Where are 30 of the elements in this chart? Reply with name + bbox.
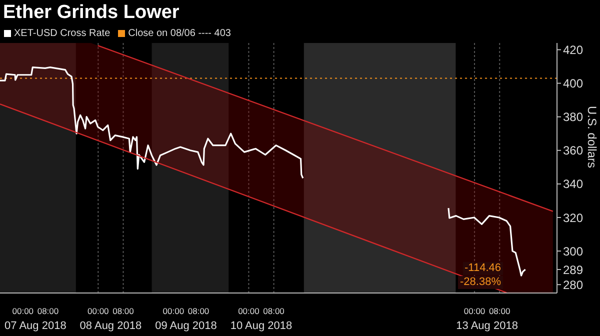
y-tick-label: 360 — [563, 144, 584, 158]
y-tick-label: 300 — [563, 244, 584, 258]
y-tick-label: 289 — [563, 262, 584, 277]
legend-label: Close on 08/06 ---- 403 — [127, 28, 231, 39]
x2-tick-label: 08 Aug 2018 — [80, 320, 142, 332]
x2-tick-label: 10 Aug 2018 — [230, 320, 292, 332]
x-tick-label: 00:00 — [12, 306, 34, 316]
x-tick-label: 00:00 — [238, 306, 260, 316]
x2-tick-label: 07 Aug 2018 — [4, 320, 66, 332]
x-tick-label: 00:00 — [162, 306, 184, 316]
y-tick-label: 340 — [563, 177, 584, 192]
y-axis-title: U.S. dollars — [584, 106, 599, 168]
y-tick-label: 280 — [563, 278, 584, 292]
x-tick-label: 00:00 — [464, 306, 486, 316]
x-tick-label: 00:00 — [88, 306, 110, 316]
x-tick-label: 08:00 — [488, 306, 511, 316]
x-tick-label: 08:00 — [263, 306, 285, 316]
y-tick-label: 400 — [563, 76, 584, 91]
annotation: -114.46 — [462, 262, 503, 275]
x-tick-label: 08:00 — [188, 306, 210, 316]
annotation: -28.38% — [458, 276, 503, 289]
legend-label: XET-USD Cross Rate — [13, 28, 110, 39]
x-tick-label: 08:00 — [112, 306, 134, 316]
y-tick-label: 380 — [563, 110, 584, 124]
chart-title: Ether Grinds Lower — [3, 2, 180, 24]
x2-tick-label: 09 Aug 2018 — [155, 320, 217, 332]
x2-tick-label: 13 Aug 2018 — [456, 320, 518, 332]
y-tick-label: 420 — [563, 42, 584, 57]
x-tick-label: 08:00 — [37, 306, 59, 316]
y-tick-label: 320 — [563, 210, 584, 225]
